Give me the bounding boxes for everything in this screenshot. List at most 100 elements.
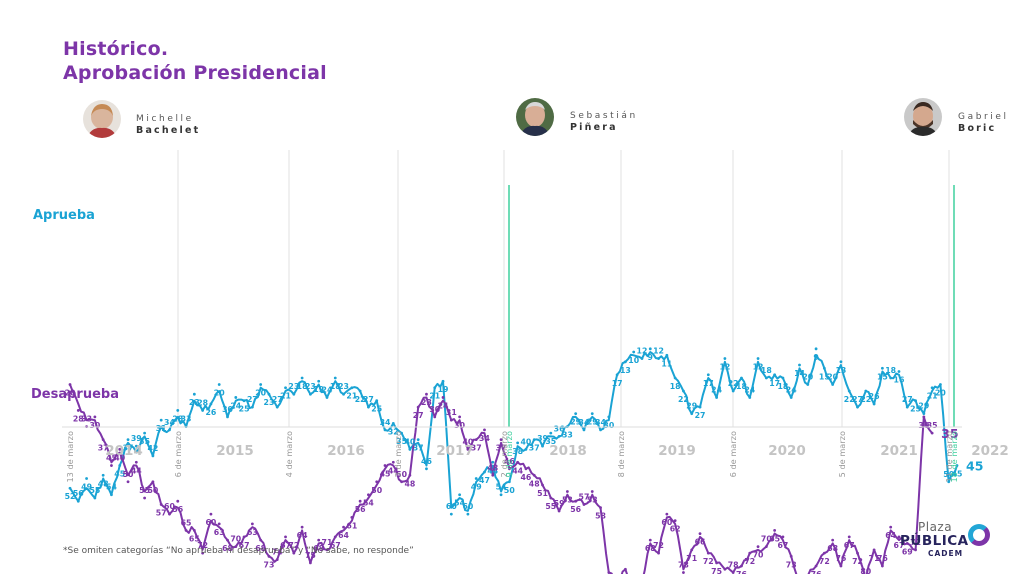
data-point <box>532 473 536 477</box>
data-label: 10 <box>628 356 639 365</box>
data-point <box>955 464 959 467</box>
data-point <box>168 428 171 432</box>
data-point <box>789 554 793 558</box>
data-point <box>159 503 163 506</box>
data-point <box>68 486 72 490</box>
data-point <box>574 499 578 503</box>
data-label: 40 <box>521 437 532 446</box>
data-label: 48 <box>529 479 540 488</box>
year-label: 2018 <box>549 443 587 459</box>
data-label: 21 <box>429 392 440 401</box>
data-label: 50 <box>396 470 407 479</box>
data-point <box>939 383 942 386</box>
data-point <box>151 480 155 484</box>
data-point <box>673 519 677 523</box>
data-point <box>367 493 370 497</box>
data-label: 12 <box>753 363 764 372</box>
data-point <box>358 499 362 503</box>
date-mark-label: 9 de marzo <box>504 431 514 477</box>
data-label: 42 <box>147 444 158 453</box>
data-label: 54 <box>106 483 117 492</box>
data-label: 49 <box>471 483 482 492</box>
data-label: 18 <box>330 382 341 391</box>
data-point <box>847 535 851 539</box>
data-label: 25 <box>239 405 250 414</box>
data-point <box>624 360 627 364</box>
data-point <box>532 438 536 442</box>
data-point <box>425 392 428 396</box>
data-point <box>822 551 826 555</box>
data-label: 18 <box>761 366 772 375</box>
data-point <box>483 470 486 474</box>
data-point <box>590 490 594 493</box>
data-label: 67 <box>280 541 291 550</box>
data-point <box>168 512 171 516</box>
data-label: 50 <box>123 470 134 479</box>
data-label: 55 <box>139 486 150 495</box>
data-label: 64 <box>338 531 349 540</box>
data-point <box>300 376 304 380</box>
data-label: 20 <box>214 388 225 397</box>
data-label: 57 <box>579 492 590 501</box>
data-label: 45 <box>380 470 391 479</box>
data-point <box>93 496 97 500</box>
data-point <box>350 386 354 390</box>
data-label: 46 <box>504 457 515 466</box>
data-label: 75 <box>305 551 316 560</box>
data-label: 54 <box>363 499 374 508</box>
data-label: 45 <box>114 470 125 479</box>
data-point <box>226 415 229 419</box>
data-point <box>101 438 105 442</box>
data-label: 44 <box>131 466 142 475</box>
data-label: 67 <box>894 541 905 550</box>
data-label: 39 <box>537 434 548 443</box>
data-point <box>408 447 412 451</box>
data-label: 17 <box>769 379 780 388</box>
logo-text-publica: PÚBLICA <box>900 533 969 549</box>
data-label: 23 <box>338 382 349 391</box>
data-label: 27 <box>902 395 913 404</box>
data-point <box>317 538 321 542</box>
data-label: 23 <box>288 382 299 391</box>
data-label: 24 <box>786 385 797 394</box>
data-label: 63 <box>247 528 258 537</box>
data-point <box>93 415 97 419</box>
bachelet-photo <box>83 100 121 138</box>
data-point <box>847 389 851 393</box>
data-label: 37 <box>529 444 540 453</box>
data-point <box>507 480 511 484</box>
date-mark-label: 18 de marzo <box>949 431 959 483</box>
data-label: 23 <box>189 398 200 407</box>
data-point <box>914 548 917 552</box>
data-label: 71 <box>686 554 697 563</box>
data-label: 20 <box>935 388 946 397</box>
year-label: 2020 <box>768 443 806 459</box>
data-point <box>806 383 810 386</box>
data-label: 24 <box>744 385 755 394</box>
data-point <box>110 493 113 497</box>
data-point <box>507 467 511 471</box>
year-label: 2014 <box>105 443 143 459</box>
data-point <box>217 383 221 386</box>
data-point <box>416 438 420 442</box>
data-point <box>872 548 876 552</box>
data-point <box>665 353 669 357</box>
data-point <box>234 545 238 549</box>
data-label: 38 <box>512 447 523 456</box>
data-label: 24 <box>322 385 333 394</box>
data-label: 78 <box>728 561 739 570</box>
data-point <box>143 496 147 500</box>
data-point <box>748 551 752 555</box>
data-point <box>408 473 412 477</box>
data-label: 67 <box>330 541 341 550</box>
logo-ring-icon <box>968 524 990 546</box>
data-point <box>648 347 652 351</box>
data-point <box>599 506 602 510</box>
data-label: 22 <box>728 379 739 388</box>
data-label: 13 <box>620 366 631 375</box>
data-point <box>524 467 528 471</box>
data-point <box>325 548 329 552</box>
data-label: 33 <box>81 415 92 424</box>
data-label: 18 <box>670 382 681 391</box>
data-label: 26 <box>869 392 880 401</box>
